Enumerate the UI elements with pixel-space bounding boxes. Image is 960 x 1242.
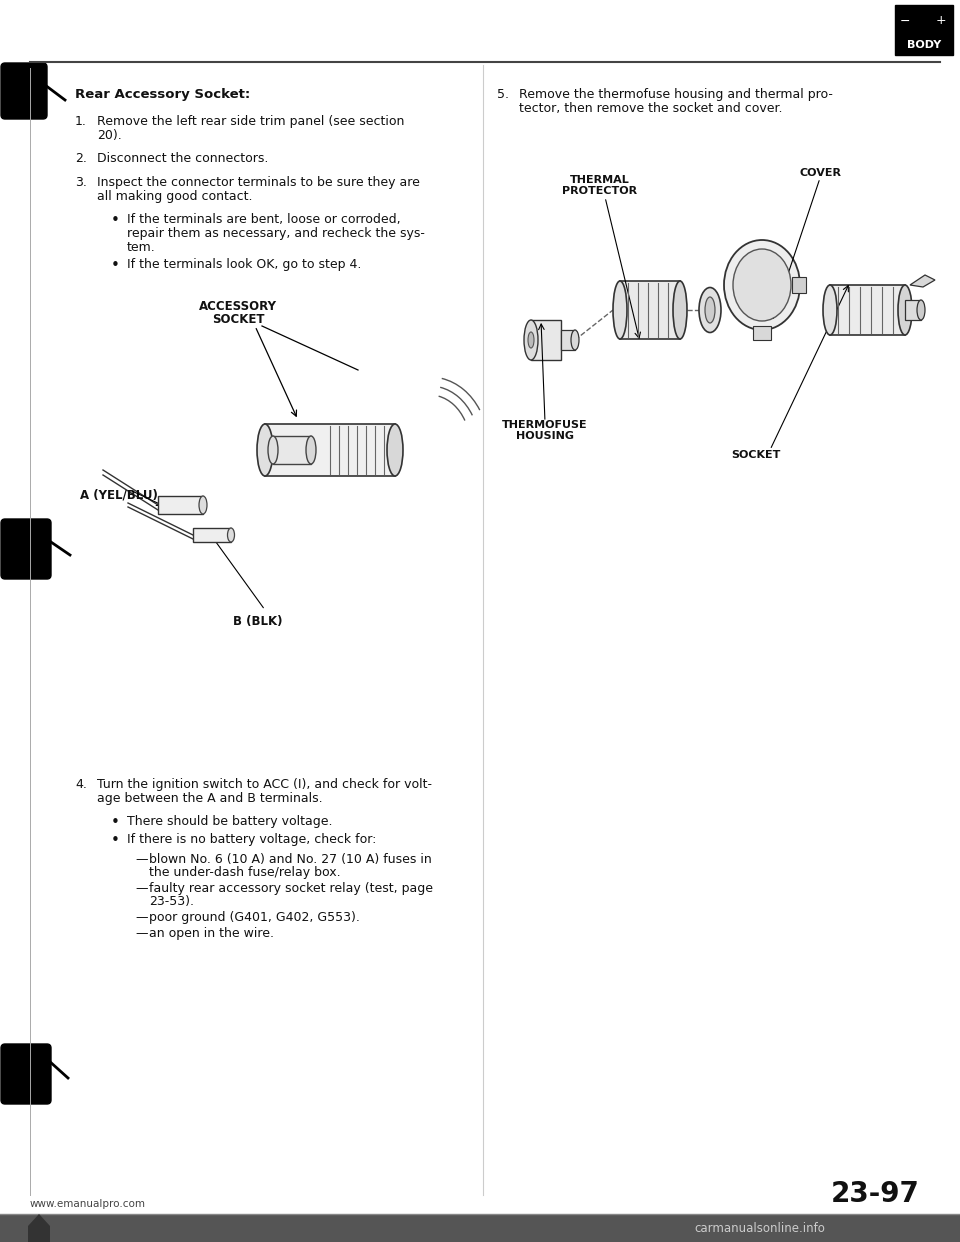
Text: •: • [111,212,120,229]
Text: Remove the thermofuse housing and thermal pro-: Remove the thermofuse housing and therma… [519,88,833,101]
Bar [273,436,311,465]
Text: blown No. 6 (10 A) and No. 27 (10 A) fuses in: blown No. 6 (10 A) and No. 27 (10 A) fus… [149,853,432,866]
Text: HOUSING: HOUSING [516,431,574,441]
Bar [905,301,921,320]
Text: Rear Accessory Socket:: Rear Accessory Socket: [75,88,251,101]
Bar [830,284,905,335]
Ellipse shape [699,287,721,333]
Text: PROTECTOR: PROTECTOR [563,186,637,196]
Text: •: • [111,258,120,273]
Text: B (BLK): B (BLK) [233,615,283,628]
Text: If the terminals look OK, go to step 4.: If the terminals look OK, go to step 4. [127,258,361,271]
Bar [792,277,806,293]
Text: all making good contact.: all making good contact. [97,190,252,202]
Ellipse shape [673,281,687,339]
Text: THERMAL: THERMAL [570,175,630,185]
Text: Inspect the connector terminals to be sure they are: Inspect the connector terminals to be su… [97,176,420,189]
Ellipse shape [387,424,403,476]
Bar [158,496,203,514]
Text: poor ground (G401, G402, G553).: poor ground (G401, G402, G553). [149,910,360,924]
Text: SOCKET: SOCKET [212,313,264,325]
Text: 23-97: 23-97 [831,1180,920,1208]
Text: www.emanualpro.com: www.emanualpro.com [30,1199,146,1208]
Polygon shape [28,1213,50,1242]
Text: 23-53).: 23-53). [149,895,194,908]
Ellipse shape [733,248,791,320]
Bar [895,5,953,55]
Text: −: − [900,15,910,27]
Ellipse shape [257,424,273,476]
Text: THERMOFUSE: THERMOFUSE [502,420,588,430]
Text: 1.: 1. [75,116,86,128]
Text: There should be battery voltage.: There should be battery voltage. [127,815,332,828]
Text: SOCKET: SOCKET [732,450,780,460]
Text: ACCESSORY: ACCESSORY [199,301,277,313]
FancyBboxPatch shape [1,519,51,579]
Ellipse shape [823,284,837,335]
Polygon shape [910,274,935,287]
Text: repair them as necessary, and recheck the sys-: repair them as necessary, and recheck th… [127,227,425,240]
Text: Remove the left rear side trim panel (see section: Remove the left rear side trim panel (se… [97,116,404,128]
Text: If there is no battery voltage, check for:: If there is no battery voltage, check fo… [127,833,376,846]
Text: tem.: tem. [127,241,156,255]
Bar [0,1213,960,1242]
Ellipse shape [199,496,207,514]
Ellipse shape [613,281,627,339]
FancyBboxPatch shape [1,63,47,119]
Text: +: + [936,15,947,27]
Text: COVER: COVER [799,168,841,178]
Text: age between the A and B terminals.: age between the A and B terminals. [97,792,323,805]
Text: —: — [135,927,148,940]
Ellipse shape [898,284,912,335]
Text: •: • [111,815,120,830]
Text: faulty rear accessory socket relay (test, page: faulty rear accessory socket relay (test… [149,882,433,895]
Bar [561,330,575,350]
Ellipse shape [571,330,579,350]
Ellipse shape [306,436,316,465]
Text: 5.: 5. [497,88,509,101]
Text: —: — [135,882,148,895]
Ellipse shape [528,332,534,348]
Ellipse shape [268,436,278,465]
Text: 2.: 2. [75,152,86,165]
Text: 4.: 4. [75,777,86,791]
Text: 20).: 20). [97,129,122,142]
Ellipse shape [917,301,925,320]
Text: carmanualsonline.info: carmanualsonline.info [695,1221,826,1235]
Text: If the terminals are bent, loose or corroded,: If the terminals are bent, loose or corr… [127,212,400,226]
Ellipse shape [524,320,538,360]
Text: 3.: 3. [75,176,86,189]
Bar [531,320,561,360]
Bar [265,424,395,476]
Ellipse shape [228,528,234,542]
Text: —: — [135,910,148,924]
Text: tector, then remove the socket and cover.: tector, then remove the socket and cover… [519,102,782,116]
Ellipse shape [705,297,715,323]
FancyBboxPatch shape [1,1045,51,1104]
Text: BODY: BODY [907,40,941,50]
Text: •: • [111,833,120,848]
Text: Turn the ignition switch to ACC (I), and check for volt-: Turn the ignition switch to ACC (I), and… [97,777,432,791]
Text: —: — [135,853,148,866]
Bar [193,528,231,542]
Text: Disconnect the connectors.: Disconnect the connectors. [97,152,269,165]
Bar [620,281,680,339]
Text: A (YEL/BLU): A (YEL/BLU) [80,488,157,501]
Text: an open in the wire.: an open in the wire. [149,927,274,940]
Ellipse shape [724,240,800,330]
Text: the under-dash fuse/relay box.: the under-dash fuse/relay box. [149,866,341,879]
Bar [753,325,771,340]
